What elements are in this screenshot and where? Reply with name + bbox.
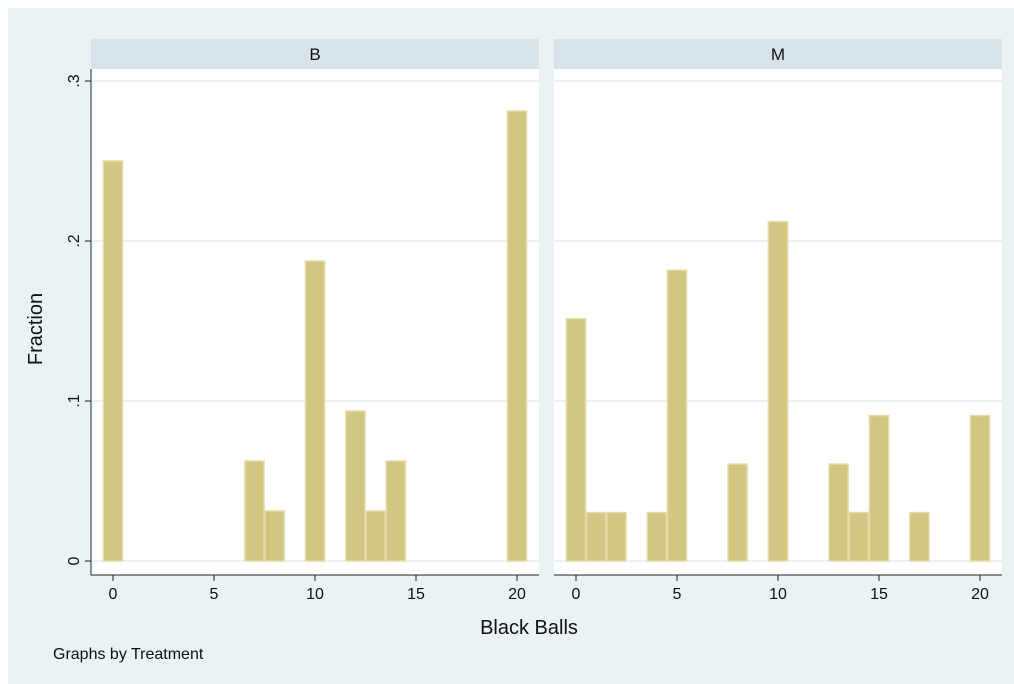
panel-strip-label: B — [309, 45, 320, 64]
bar — [264, 510, 285, 562]
y-tick-label: 0 — [66, 556, 83, 565]
x-tick-label: 15 — [407, 586, 425, 603]
bar — [909, 511, 930, 562]
x-tick-label: 5 — [210, 586, 219, 603]
bar — [646, 511, 668, 562]
bar — [506, 110, 528, 562]
graphs-by-note: Graphs by Treatment — [53, 646, 204, 663]
y-axis-title: Fraction — [25, 293, 47, 365]
x-tick-label: 10 — [769, 586, 787, 603]
y-tick-label: .3 — [66, 74, 83, 87]
bar — [868, 414, 890, 562]
x-tick-label: 15 — [870, 586, 888, 603]
x-tick-label: 0 — [109, 586, 118, 603]
chart-svg: B 0 5 10 15 20 0 .1 .2 .3 M 0 5 10 15 20 Black Balls Fr… — [25, 39, 1002, 663]
y-tick-label: .1 — [66, 394, 83, 407]
panel-b: B 0 5 10 15 20 0 .1 .2 .3 — [66, 39, 539, 603]
panel-strip — [91, 39, 539, 69]
bar — [565, 317, 587, 562]
x-tick-label: 10 — [306, 586, 324, 603]
bar — [666, 269, 688, 562]
bar — [767, 220, 789, 562]
bar — [969, 414, 991, 562]
bar — [385, 460, 407, 562]
panel-m: M 0 5 10 15 20 — [554, 39, 1002, 603]
x-tick-label: 5 — [673, 586, 682, 603]
bar — [727, 463, 748, 562]
figure-background: B 0 5 10 15 20 0 .1 .2 .3 M 0 5 10 15 20 Black Balls Fr… — [8, 8, 1014, 684]
x-tick-label: 20 — [971, 586, 989, 603]
bar — [345, 410, 366, 562]
bar — [606, 511, 627, 562]
panel-strip — [554, 39, 1002, 69]
bar — [848, 511, 870, 562]
bar — [102, 160, 124, 562]
x-tick-label: 0 — [572, 586, 581, 603]
bar — [304, 260, 326, 562]
y-tick-label: .2 — [66, 234, 83, 247]
x-axis-title: Black Balls — [480, 617, 578, 639]
bar — [828, 463, 849, 562]
x-tick-label: 20 — [508, 586, 526, 603]
bar — [365, 510, 386, 562]
panel-strip-label: M — [771, 45, 785, 64]
bar — [244, 460, 265, 562]
bar — [585, 511, 607, 562]
